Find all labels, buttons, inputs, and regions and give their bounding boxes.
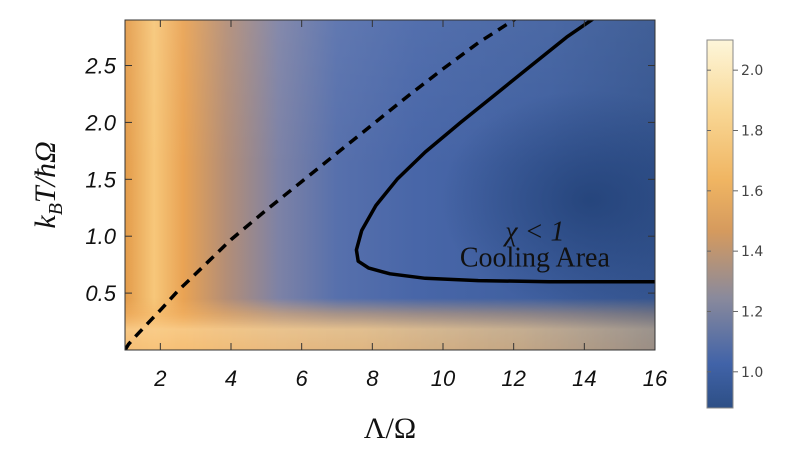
x-axis-label: Λ/Ω [364, 412, 416, 445]
y-tick-label: 1.0 [85, 224, 116, 249]
colorbar-tick-label: 1.4 [741, 244, 763, 260]
x-tick-label: 4 [225, 366, 237, 391]
x-tick-label: 6 [296, 366, 309, 391]
curve-layer [125, 20, 655, 350]
colorbar-tick-label: 1.6 [741, 184, 763, 200]
plot-frame [124, 19, 656, 351]
cooling-boundary-curve [354, 20, 655, 284]
x-tick-label: 16 [643, 366, 668, 391]
colorbar-tick-label: 1.0 [741, 365, 763, 381]
x-tick-label: 8 [366, 366, 379, 391]
heatmap-field [125, 20, 655, 350]
colorbar [706, 39, 734, 409]
heatmap-dark-core [440, 90, 655, 310]
x-axis-ticks: 2 4 6 8 10 12 14 16 [153, 20, 668, 391]
colorbar-tick-label: 1.8 [741, 123, 763, 139]
annotation-chi: χ < 1 [502, 217, 564, 248]
x-tick-label: 10 [431, 366, 456, 391]
x-tick-label: 12 [501, 366, 525, 391]
y-axis-ticks: 0.5 1.0 1.5 2.0 2.5 [84, 54, 655, 306]
y-tick-label: 2.0 [84, 110, 116, 135]
x-tick-label: 14 [572, 366, 596, 391]
annotation-cooling-area: Cooling Area [460, 243, 611, 274]
dashed-boundary-curve [125, 20, 517, 350]
x-tick-label: 2 [153, 366, 166, 391]
y-tick-label: 0.5 [85, 281, 116, 306]
heatmap-low-temp-band [125, 298, 655, 350]
y-tick-label: 1.5 [85, 167, 116, 192]
colorbar-tick-label: 2.0 [741, 63, 763, 79]
y-tick-label: 2.5 [84, 54, 116, 79]
y-axis-label: kBT/ħΩ [29, 141, 67, 228]
colorbar-tick-label: 1.2 [741, 304, 763, 320]
colorbar-ticks: 1.0 1.2 1.4 1.6 1.8 2.0 [707, 63, 763, 381]
